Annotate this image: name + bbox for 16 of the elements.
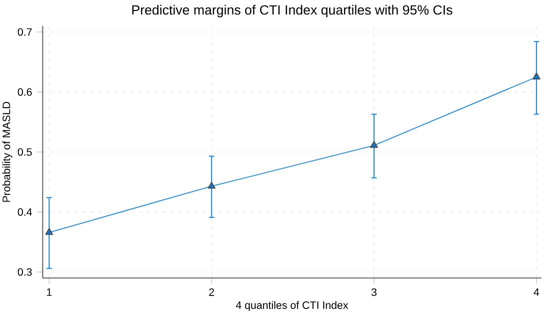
point: [532, 72, 540, 80]
y-tick-label: 0.3: [18, 268, 32, 276]
point: [45, 228, 54, 235]
y-tick-label: 0.7: [18, 28, 32, 36]
chart-title: Predictive margins of CTI Index quartiles with 95% CIs: [132, 4, 452, 18]
y-axis-title: Probability of MASLD: [2, 102, 12, 202]
y-tick-label: 0.4: [18, 208, 32, 216]
x-tick-label: 1: [47, 288, 52, 296]
point: [370, 140, 378, 148]
y-tick-label: 0.6: [18, 88, 32, 96]
y-tick-label: 0.5: [18, 148, 32, 156]
x-tick-label: 4: [534, 288, 540, 296]
x-tick-label: 3: [371, 288, 377, 296]
x-axis-title: 4 quantiles of CTI Index: [236, 301, 348, 312]
point: [208, 182, 216, 189]
x-tick-label: 2: [209, 288, 214, 296]
